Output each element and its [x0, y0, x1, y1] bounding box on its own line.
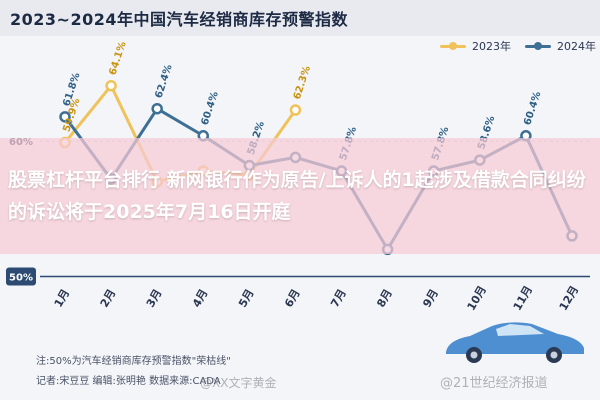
data-label-3: 62.4%: [154, 63, 175, 99]
legend-swatch-2023: [440, 41, 466, 51]
legend-item-2024: 2024年: [525, 38, 596, 54]
headline-text: 股票杠杆平台排行 新网银行作为原告/上诉人的1起涉及借款合同纠纷的诉讼将于202…: [8, 169, 586, 223]
legend-item-2023: 2023年: [440, 38, 511, 54]
footnote-credits: 记者:宋豆豆 编辑:张明艳 数据来源:CADA: [36, 376, 221, 387]
title-bar: 2023~2024年中国汽车经销商库存预警指数: [0, 0, 600, 36]
data-label-10: 60.4%: [522, 90, 543, 126]
point-s1-0: [59, 111, 71, 123]
xtick-label-4: 5月: [236, 287, 257, 310]
xtick-label-9: 10月: [465, 284, 489, 313]
ytick-label-1: 50%: [9, 272, 33, 283]
data-label-6: 62.3%: [292, 65, 313, 101]
xtick-label-3: 4月: [190, 287, 211, 310]
chart-title: 2023~2024年中国汽车经销商库存预警指数: [10, 10, 348, 29]
xtick-label-11: 12月: [557, 284, 581, 313]
watermark-right: @21世纪经济报道: [440, 376, 548, 391]
point-s0-1: [105, 79, 117, 92]
point-s0-5: [289, 104, 302, 116]
point-s1-2: [151, 102, 163, 115]
xtick-label-8: 9月: [420, 287, 441, 310]
xtick-label-0: 1月: [52, 287, 73, 310]
footnote-note: 注:50%为汽车经销商库存预警指数"荣枯线": [36, 356, 231, 367]
xtick-label-2: 3月: [144, 287, 165, 310]
headline-banner: [0, 138, 600, 254]
xtick-label-1: 2月: [98, 287, 119, 310]
legend: 2023年 2024年: [440, 36, 596, 56]
ytick-box-1: [6, 267, 36, 286]
legend-swatch-2024: [525, 41, 551, 51]
data-label-2: 64.1%: [107, 40, 128, 76]
legend-label-2023: 2023年: [472, 40, 511, 53]
legend-label-2024: 2024年: [557, 40, 596, 53]
xtick-label-7: 8月: [374, 287, 395, 310]
car-illustration: [446, 322, 584, 363]
xtick-label-5: 6月: [282, 287, 303, 310]
watermark-left: @XX文字黄金: [200, 376, 277, 390]
data-label-4: 60.4%: [200, 90, 221, 126]
xtick-label-10: 11月: [511, 284, 535, 313]
xtick-label-6: 7月: [328, 287, 349, 310]
